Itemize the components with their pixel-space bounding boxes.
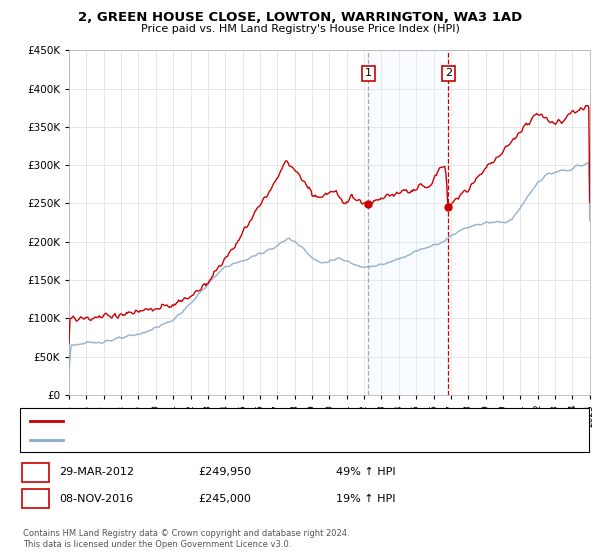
Text: Contains HM Land Registry data © Crown copyright and database right 2024.
This d: Contains HM Land Registry data © Crown c… — [23, 529, 349, 549]
Text: £245,000: £245,000 — [198, 494, 251, 504]
Text: 2, GREEN HOUSE CLOSE, LOWTON, WARRINGTON, WA3 1AD (detached house): 2, GREEN HOUSE CLOSE, LOWTON, WARRINGTON… — [69, 416, 452, 426]
Bar — [368, 50, 448, 395]
Text: 08-NOV-2016: 08-NOV-2016 — [59, 494, 133, 504]
Text: 1: 1 — [31, 465, 40, 479]
Text: 19% ↑ HPI: 19% ↑ HPI — [336, 494, 395, 504]
Text: Price paid vs. HM Land Registry's House Price Index (HPI): Price paid vs. HM Land Registry's House … — [140, 24, 460, 34]
Text: 2: 2 — [445, 68, 452, 78]
Text: 2, GREEN HOUSE CLOSE, LOWTON, WARRINGTON, WA3 1AD: 2, GREEN HOUSE CLOSE, LOWTON, WARRINGTON… — [78, 11, 522, 24]
Text: 29-MAR-2012: 29-MAR-2012 — [59, 467, 134, 477]
Text: 1: 1 — [365, 68, 372, 78]
Text: 2: 2 — [31, 492, 40, 506]
Text: £249,950: £249,950 — [198, 467, 251, 477]
Text: 49% ↑ HPI: 49% ↑ HPI — [336, 467, 395, 477]
Text: HPI: Average price, detached house, Wigan: HPI: Average price, detached house, Wiga… — [69, 435, 280, 445]
